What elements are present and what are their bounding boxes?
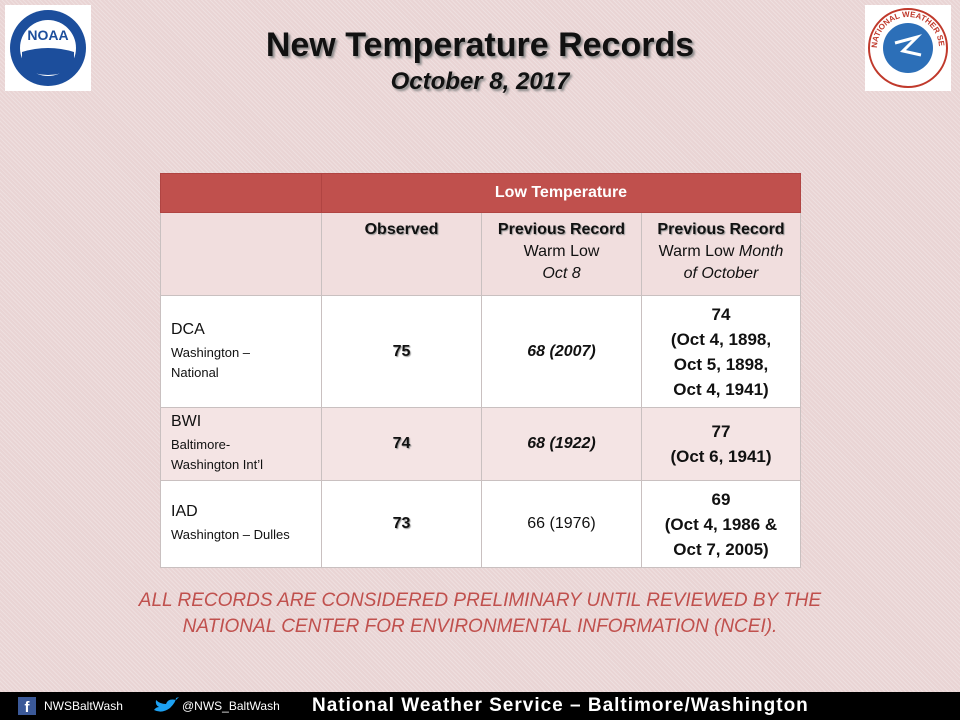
observed: 75: [321, 295, 482, 408]
group-header: Low Temperature: [321, 173, 801, 213]
facebook-icon: f: [18, 697, 36, 715]
station-name: Washington – National: [171, 344, 251, 380]
facebook-handle: NWSBaltWash: [44, 699, 123, 713]
station-name: Baltimore-Washington Int’l: [171, 437, 264, 472]
header-text: Month: [738, 243, 784, 260]
nws-emblem: NATIONAL WEATHER SERVICE: [867, 7, 948, 88]
station-code: BWI: [171, 413, 202, 430]
record-line: Oct 4, 1941): [673, 379, 769, 399]
station-cell: DCA Washington – National: [160, 295, 322, 408]
record-month: 69 (Oct 4, 1986 & Oct 7, 2005): [641, 480, 801, 568]
noaa-logo: NOAA: [5, 5, 91, 91]
header-line: Warm Low Month: [642, 241, 800, 263]
title: New Temperature Records: [265, 26, 695, 64]
column-header: Previous Record Warm Low Oct 8: [481, 212, 642, 296]
svg-text:f: f: [25, 699, 31, 715]
station-code: DCA: [171, 320, 205, 338]
station-cell: IAD Washington – Dulles: [160, 480, 322, 568]
record-line: (Oct 6, 1941): [670, 447, 772, 466]
observed: 73: [321, 480, 482, 568]
header-line: Oct 8: [542, 265, 581, 282]
record-line: 77: [711, 422, 731, 441]
header-line: Warm Low: [523, 243, 600, 260]
noaa-emblem: NOAA: [10, 10, 86, 86]
record-line: 74: [711, 304, 731, 324]
header-line: Previous Record: [497, 221, 626, 238]
record-day: 66 (1976): [481, 480, 642, 568]
blank-cell: [160, 212, 322, 296]
header-text: Warm Low: [658, 243, 735, 260]
record-month: 77 (Oct 6, 1941): [641, 407, 801, 481]
header-line: Observed: [364, 221, 439, 238]
record-day: 68 (2007): [481, 295, 642, 408]
observed: 74: [321, 407, 482, 481]
station-cell: BWI Baltimore-Washington Int’l: [160, 407, 322, 481]
blank-cell: [160, 173, 322, 213]
records-table: Low Temperature Observed Previous Record…: [160, 173, 801, 568]
record-month: 74 (Oct 4, 1898, Oct 5, 1898, Oct 4, 194…: [641, 295, 801, 408]
footer-bar: f NWSBaltWash @NWS_BaltWash National Wea…: [0, 692, 960, 720]
nws-logo: NATIONAL WEATHER SERVICE: [865, 5, 951, 91]
column-header: Observed: [321, 212, 482, 296]
record-line: Oct 5, 1898,: [673, 354, 769, 374]
twitter-handle: @NWS_BaltWash: [182, 699, 280, 713]
header-line: Previous Record: [657, 221, 785, 238]
column-header: Previous Record Warm Low Month of Octobe…: [641, 212, 801, 296]
record-line: 69: [711, 489, 731, 509]
header-line: of October: [683, 265, 759, 282]
banner-text: National Weather Service – Baltimore/Was…: [312, 695, 809, 716]
station-code: IAD: [171, 503, 198, 520]
disclaimer: ALL RECORDS ARE CONSIDERED PRELIMINARY U…: [138, 590, 822, 637]
record-line: (Oct 4, 1898,: [670, 329, 772, 349]
twitter-icon: [154, 697, 179, 712]
noaa-text: NOAA: [27, 27, 68, 43]
record-day: 68 (1922): [481, 407, 642, 481]
record-line: (Oct 4, 1986 &: [664, 514, 778, 534]
subtitle: October 8, 2017: [390, 68, 570, 95]
record-line: Oct 7, 2005): [673, 539, 769, 559]
station-name: Washington – Dulles: [171, 527, 290, 542]
